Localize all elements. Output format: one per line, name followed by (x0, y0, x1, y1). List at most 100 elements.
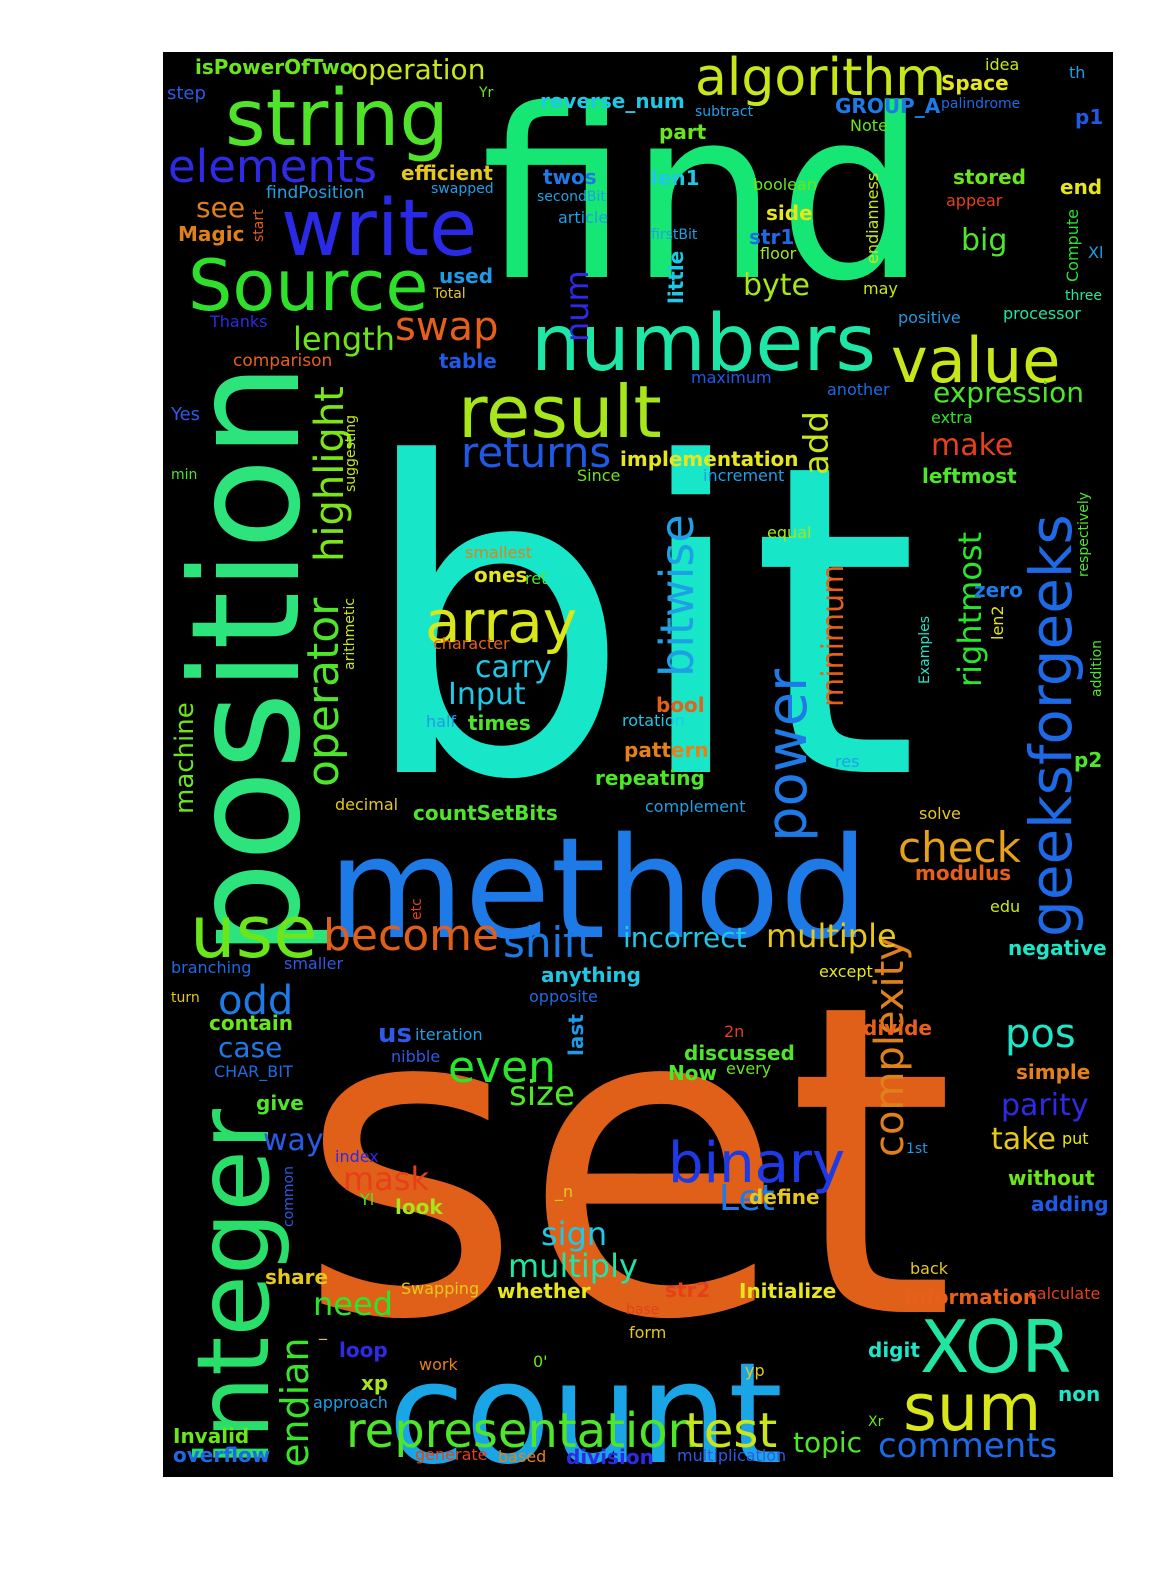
word-0: 0' (533, 1352, 548, 1371)
word-loop: loop (339, 1338, 388, 1362)
word-count: count (388, 1333, 783, 1477)
word-str2: str2 (665, 1278, 710, 1302)
word-divide: divide (863, 1016, 932, 1040)
word-floor: floor (760, 244, 797, 263)
word-even: even (448, 1042, 556, 1093)
word-share: share (265, 1265, 328, 1289)
word-input: Input (448, 677, 526, 712)
word-p2: p2 (1074, 748, 1102, 772)
word-len2: len2 (988, 605, 1007, 640)
word-half: half (426, 712, 456, 731)
word-invalid: Invalid (173, 1424, 249, 1448)
word-respectively: respectively (1076, 492, 1092, 577)
word-power: power (755, 668, 820, 842)
word-implementation: implementation (620, 447, 799, 471)
word-representation: representation (346, 1403, 698, 1459)
word-xp: xp (361, 1371, 388, 1395)
word-geeksforgeeks: geeksforgeeks (1017, 514, 1085, 937)
word-binary: binary (668, 1131, 845, 1196)
word-yr: Yr (478, 85, 494, 101)
word-2n: 2n (724, 1022, 744, 1041)
word-total: Total (432, 286, 466, 302)
word-iteration: iteration (415, 1025, 483, 1044)
word-without: without (1008, 1166, 1095, 1190)
word-result: result (458, 370, 662, 454)
word-num: num (558, 270, 596, 342)
word-contain: contain (209, 1011, 293, 1035)
word-leftmost: leftmost (922, 464, 1017, 488)
word-reverse-num: reverse_num (540, 89, 685, 113)
word-operation: operation (351, 53, 485, 86)
word-length: length (293, 320, 395, 358)
word-base: base (626, 1302, 659, 1318)
word-group-a: GROUP_A (835, 94, 941, 118)
word-magic: Magic (178, 222, 244, 246)
word-shift: shift (503, 918, 594, 967)
word-every: every (726, 1059, 771, 1078)
word-idea: idea (985, 55, 1019, 74)
word-complexity: complexity (867, 937, 913, 1157)
word-swapped: swapped (431, 181, 494, 197)
word-pos: pos (1005, 1011, 1076, 1057)
word-modulus: modulus (915, 861, 1011, 885)
word-simple: simple (1016, 1060, 1090, 1084)
word-approach: approach (313, 1393, 388, 1412)
word-branching: branching (171, 958, 251, 977)
word-ret: ret (525, 569, 547, 588)
word-common: common (281, 1166, 297, 1227)
word-smaller: smaller (284, 954, 343, 973)
word-machine: machine (170, 702, 200, 814)
word-yes: Yes (170, 404, 200, 425)
word-big: big (961, 223, 1007, 258)
word-integer: integer (175, 1108, 292, 1467)
word-part: part (659, 120, 707, 144)
word-way: way (263, 1123, 324, 1158)
word-th: th (1069, 63, 1085, 82)
word-overflow: overflow (173, 1443, 270, 1467)
word-addition: addition (1089, 640, 1105, 697)
word-adding: adding (1031, 1192, 1109, 1216)
word-multiply: multiply (508, 1247, 638, 1285)
word-processor: processor (1003, 304, 1081, 323)
word-discussed: discussed (684, 1041, 795, 1065)
word-string: string (225, 74, 449, 164)
word-back: back (910, 1259, 949, 1278)
word-secondbit: secondBit (537, 189, 606, 205)
word-incorrect: incorrect (623, 921, 747, 954)
word-value: value (891, 324, 1060, 397)
word-digit: digit (868, 1338, 920, 1362)
word-anything: anything (541, 963, 641, 987)
word-since: Since (577, 466, 620, 485)
word-give: give (256, 1091, 304, 1115)
word-thanks: Thanks (209, 312, 267, 331)
word-form: form (629, 1323, 666, 1342)
word-table: table (439, 349, 497, 373)
word-stored: stored (953, 165, 1026, 189)
word-firstbit: firstBit (651, 227, 698, 243)
word-pattern: pattern (624, 738, 709, 762)
word-operator: operator (298, 597, 349, 787)
word-parity: parity (1001, 1088, 1089, 1123)
word-used: used (439, 264, 493, 288)
word-highlight: highlight (307, 386, 353, 562)
word-etc: etc (409, 898, 425, 920)
word-countsetbits: countSetBits (413, 801, 558, 825)
word-nibble: nibble (391, 1047, 440, 1066)
word-turn: turn (171, 990, 200, 1006)
word-division: division (566, 1445, 654, 1469)
word-write: write (281, 184, 477, 274)
word-endianness: endianness (863, 173, 882, 264)
word-expression: expression (933, 376, 1084, 409)
word-non: non (1058, 1382, 1100, 1406)
word-repeating: repeating (595, 766, 705, 790)
word-us: us (378, 1019, 412, 1049)
word-three: three (1065, 288, 1102, 304)
word-let: Let (719, 1178, 775, 1219)
word-endian: endian (273, 1337, 317, 1467)
word-swap: swap (395, 304, 498, 350)
word-yl: Yl (359, 1190, 374, 1209)
word-bit: bit (358, 374, 919, 874)
word-case: case (218, 1031, 282, 1064)
word-little: little (664, 251, 688, 304)
word-article: article (558, 208, 608, 227)
